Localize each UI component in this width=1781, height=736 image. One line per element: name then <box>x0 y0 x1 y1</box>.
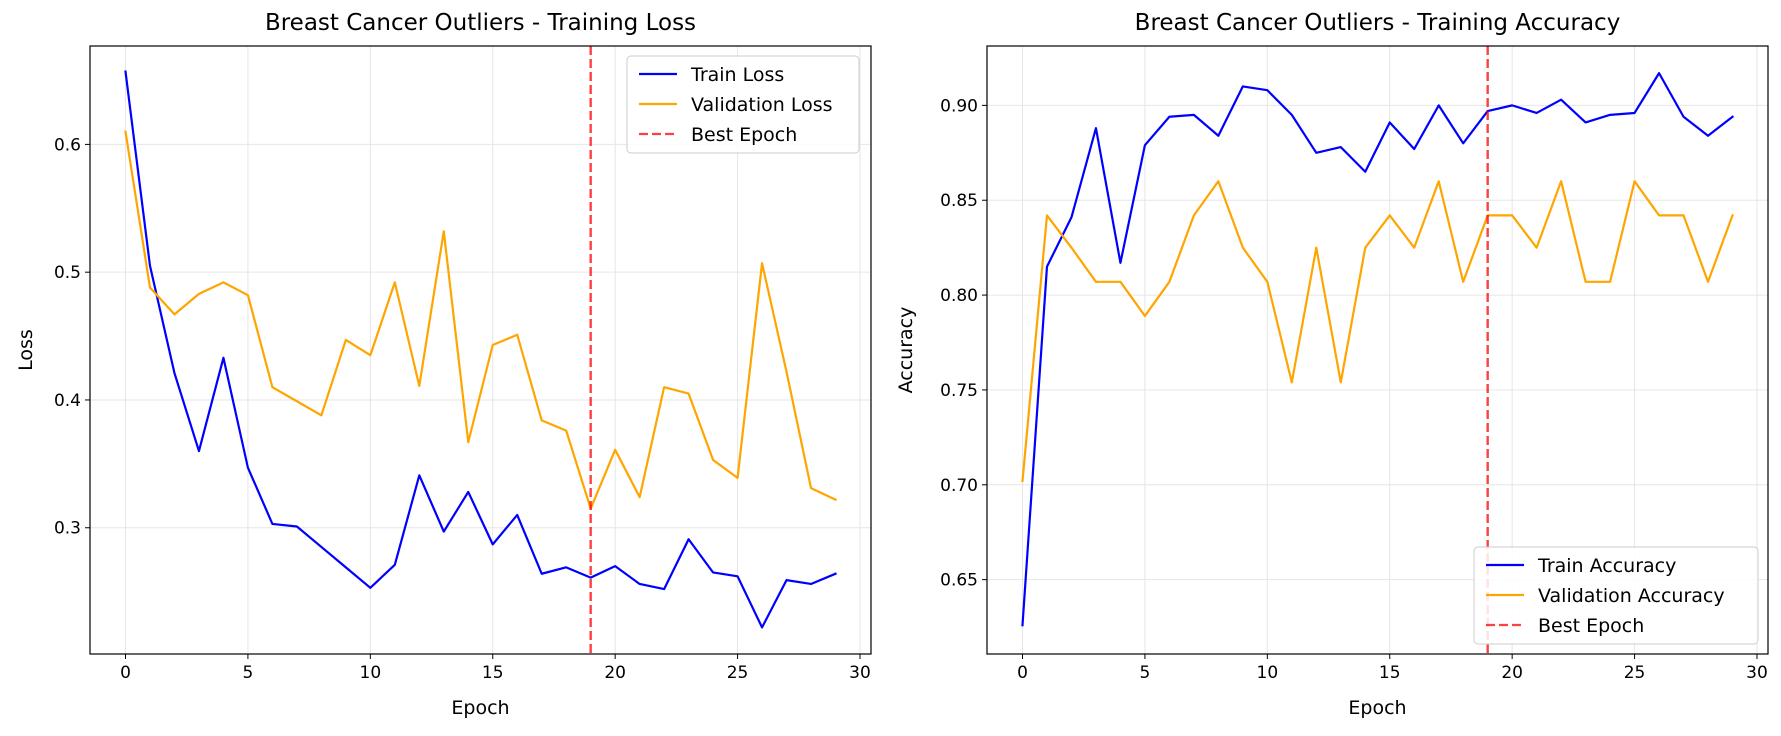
chart2-legend-label: Train Accuracy <box>1537 555 1676 577</box>
chart2-legend: Train Accuracy Validation Accuracy Best Ep… <box>1473 546 1759 645</box>
chart2-group: 0 5 10 15 20 25 30 0.65 0.70 0.75 0.80 0.85 0.90 Brea… <box>895 10 1769 719</box>
chart1-axes-frame <box>89 45 872 655</box>
chart1-legend-box <box>626 55 860 154</box>
chart2-x-tick-label: 10 <box>1257 663 1279 683</box>
chart1-x-tick-label: 20 <box>604 663 626 683</box>
chart2-y-tick-label: 0.85 <box>940 191 978 211</box>
chart1-x-tick-label: 5 <box>242 663 253 683</box>
chart1-legend-label: Best Epoch <box>691 124 797 146</box>
chart2-y-tick-label: 0.90 <box>940 96 978 116</box>
chart1-legend: Train Loss Validation Loss Best Epoch <box>626 55 860 154</box>
chart2-y-tick-label: 0.65 <box>940 571 978 591</box>
chart2-x-tick-label: 25 <box>1624 663 1646 683</box>
chart1-y-tick-label: 0.5 <box>54 263 81 283</box>
chart1-x-tick-label: 15 <box>482 663 504 683</box>
chart1-y-tick-label: 0.4 <box>54 391 81 411</box>
chart2-y-tick-label: 0.75 <box>940 381 978 401</box>
chart2-axes-frame <box>986 45 1769 655</box>
chart1-title: Breast Cancer Outliers - Training Loss <box>265 10 696 36</box>
chart1-x-tick-label: 30 <box>849 663 871 683</box>
chart2-x-axis-label: Epoch <box>1348 697 1406 719</box>
chart2-legend-label: Best Epoch <box>1538 615 1644 637</box>
chart1-group: 0 5 10 15 20 25 30 0.3 0.4 0.5 0.6 Breast Cancer Ou… <box>15 10 872 719</box>
chart2-x-tick-label: 15 <box>1379 663 1401 683</box>
chart1-y-axis-label: Loss <box>15 329 37 371</box>
chart2-series-train-line <box>1021 72 1735 627</box>
chart1-legend-label: Validation Loss <box>691 94 833 116</box>
chart2-y-tick-label: 0.70 <box>940 476 978 496</box>
chart2-x-tick-label: 0 <box>1017 663 1028 683</box>
chart2-x-tick-label: 20 <box>1501 663 1523 683</box>
chart2-x-tick-label: 30 <box>1746 663 1768 683</box>
chart1-y-tick-label: 0.6 <box>54 135 81 155</box>
chart1-series-train-line <box>124 70 837 629</box>
chart2-series-validation-line <box>1021 180 1734 483</box>
chart1-series-validation-line <box>124 130 837 510</box>
chart1-y-tick-label: 0.3 <box>54 519 81 539</box>
chart1-x-tick-label: 0 <box>120 663 131 683</box>
chart1-legend-label: Train Loss <box>690 64 784 86</box>
chart2-x-tick-label: 5 <box>1139 663 1150 683</box>
chart2-y-tick-label: 0.80 <box>940 286 978 306</box>
chart2-legend-box <box>1473 546 1759 645</box>
chart1-x-tick-label: 25 <box>727 663 749 683</box>
chart1-x-axis-label: Epoch <box>451 697 509 719</box>
chart2-y-axis-label: Accuracy <box>895 307 917 394</box>
chart1-x-tick-label: 10 <box>360 663 382 683</box>
chart2-legend-label: Validation Accuracy <box>1538 585 1725 607</box>
chart2-title: Breast Cancer Outliers - Training Accura… <box>1135 10 1621 36</box>
